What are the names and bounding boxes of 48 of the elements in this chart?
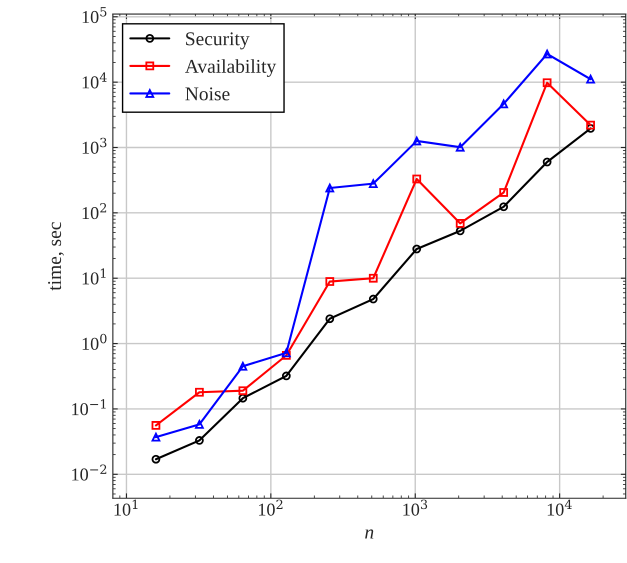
point xyxy=(152,432,160,442)
x-tick-label: 10$^{2}$ xyxy=(258,500,282,516)
point xyxy=(456,219,465,228)
point xyxy=(238,386,248,396)
point xyxy=(586,124,595,133)
y-tick-label: 10$^{−2}$ xyxy=(72,464,106,481)
y-tick-label: 10$^{4}$ xyxy=(82,72,107,88)
legend-label: Noise xyxy=(185,87,230,100)
y-tick-label: 10$^{−1}$ xyxy=(72,399,106,416)
y-tick-label: 10$^{3}$ xyxy=(82,138,106,154)
point xyxy=(195,388,204,397)
point xyxy=(238,362,248,371)
point xyxy=(412,136,422,146)
point xyxy=(586,120,595,130)
point xyxy=(195,436,204,445)
point xyxy=(499,188,508,197)
point xyxy=(152,454,160,464)
x-axis-title: n xyxy=(365,529,374,539)
y-axis-title: time, sec xyxy=(48,222,64,291)
point xyxy=(499,100,508,108)
legend-label: Availability xyxy=(184,59,276,77)
point xyxy=(542,50,552,58)
x-tick-label: 10$^{1}$ xyxy=(114,500,138,516)
point xyxy=(282,372,291,380)
point xyxy=(586,74,595,84)
point xyxy=(542,78,552,88)
y-tick-label: 10$^{1}$ xyxy=(82,268,106,285)
point xyxy=(456,226,465,236)
point xyxy=(499,202,508,212)
point xyxy=(542,158,552,166)
point xyxy=(412,244,422,254)
x-tick-label: 10$^{4}$ xyxy=(548,500,572,516)
y-tick-label: 10$^{5}$ xyxy=(82,7,106,24)
point xyxy=(368,179,378,188)
y-tick-label: 10$^{2}$ xyxy=(82,203,106,220)
point xyxy=(195,420,204,429)
point xyxy=(368,294,378,304)
point xyxy=(325,314,334,324)
x-tick-label: 10$^{3}$ xyxy=(403,500,428,516)
point xyxy=(456,142,465,152)
legend-label: Security xyxy=(186,32,250,50)
point xyxy=(412,174,422,184)
y-tick-label: 10$^{0}$ xyxy=(82,334,107,350)
point xyxy=(152,421,160,430)
point xyxy=(325,277,334,286)
point xyxy=(325,184,334,192)
point xyxy=(368,274,378,283)
point xyxy=(282,350,291,360)
